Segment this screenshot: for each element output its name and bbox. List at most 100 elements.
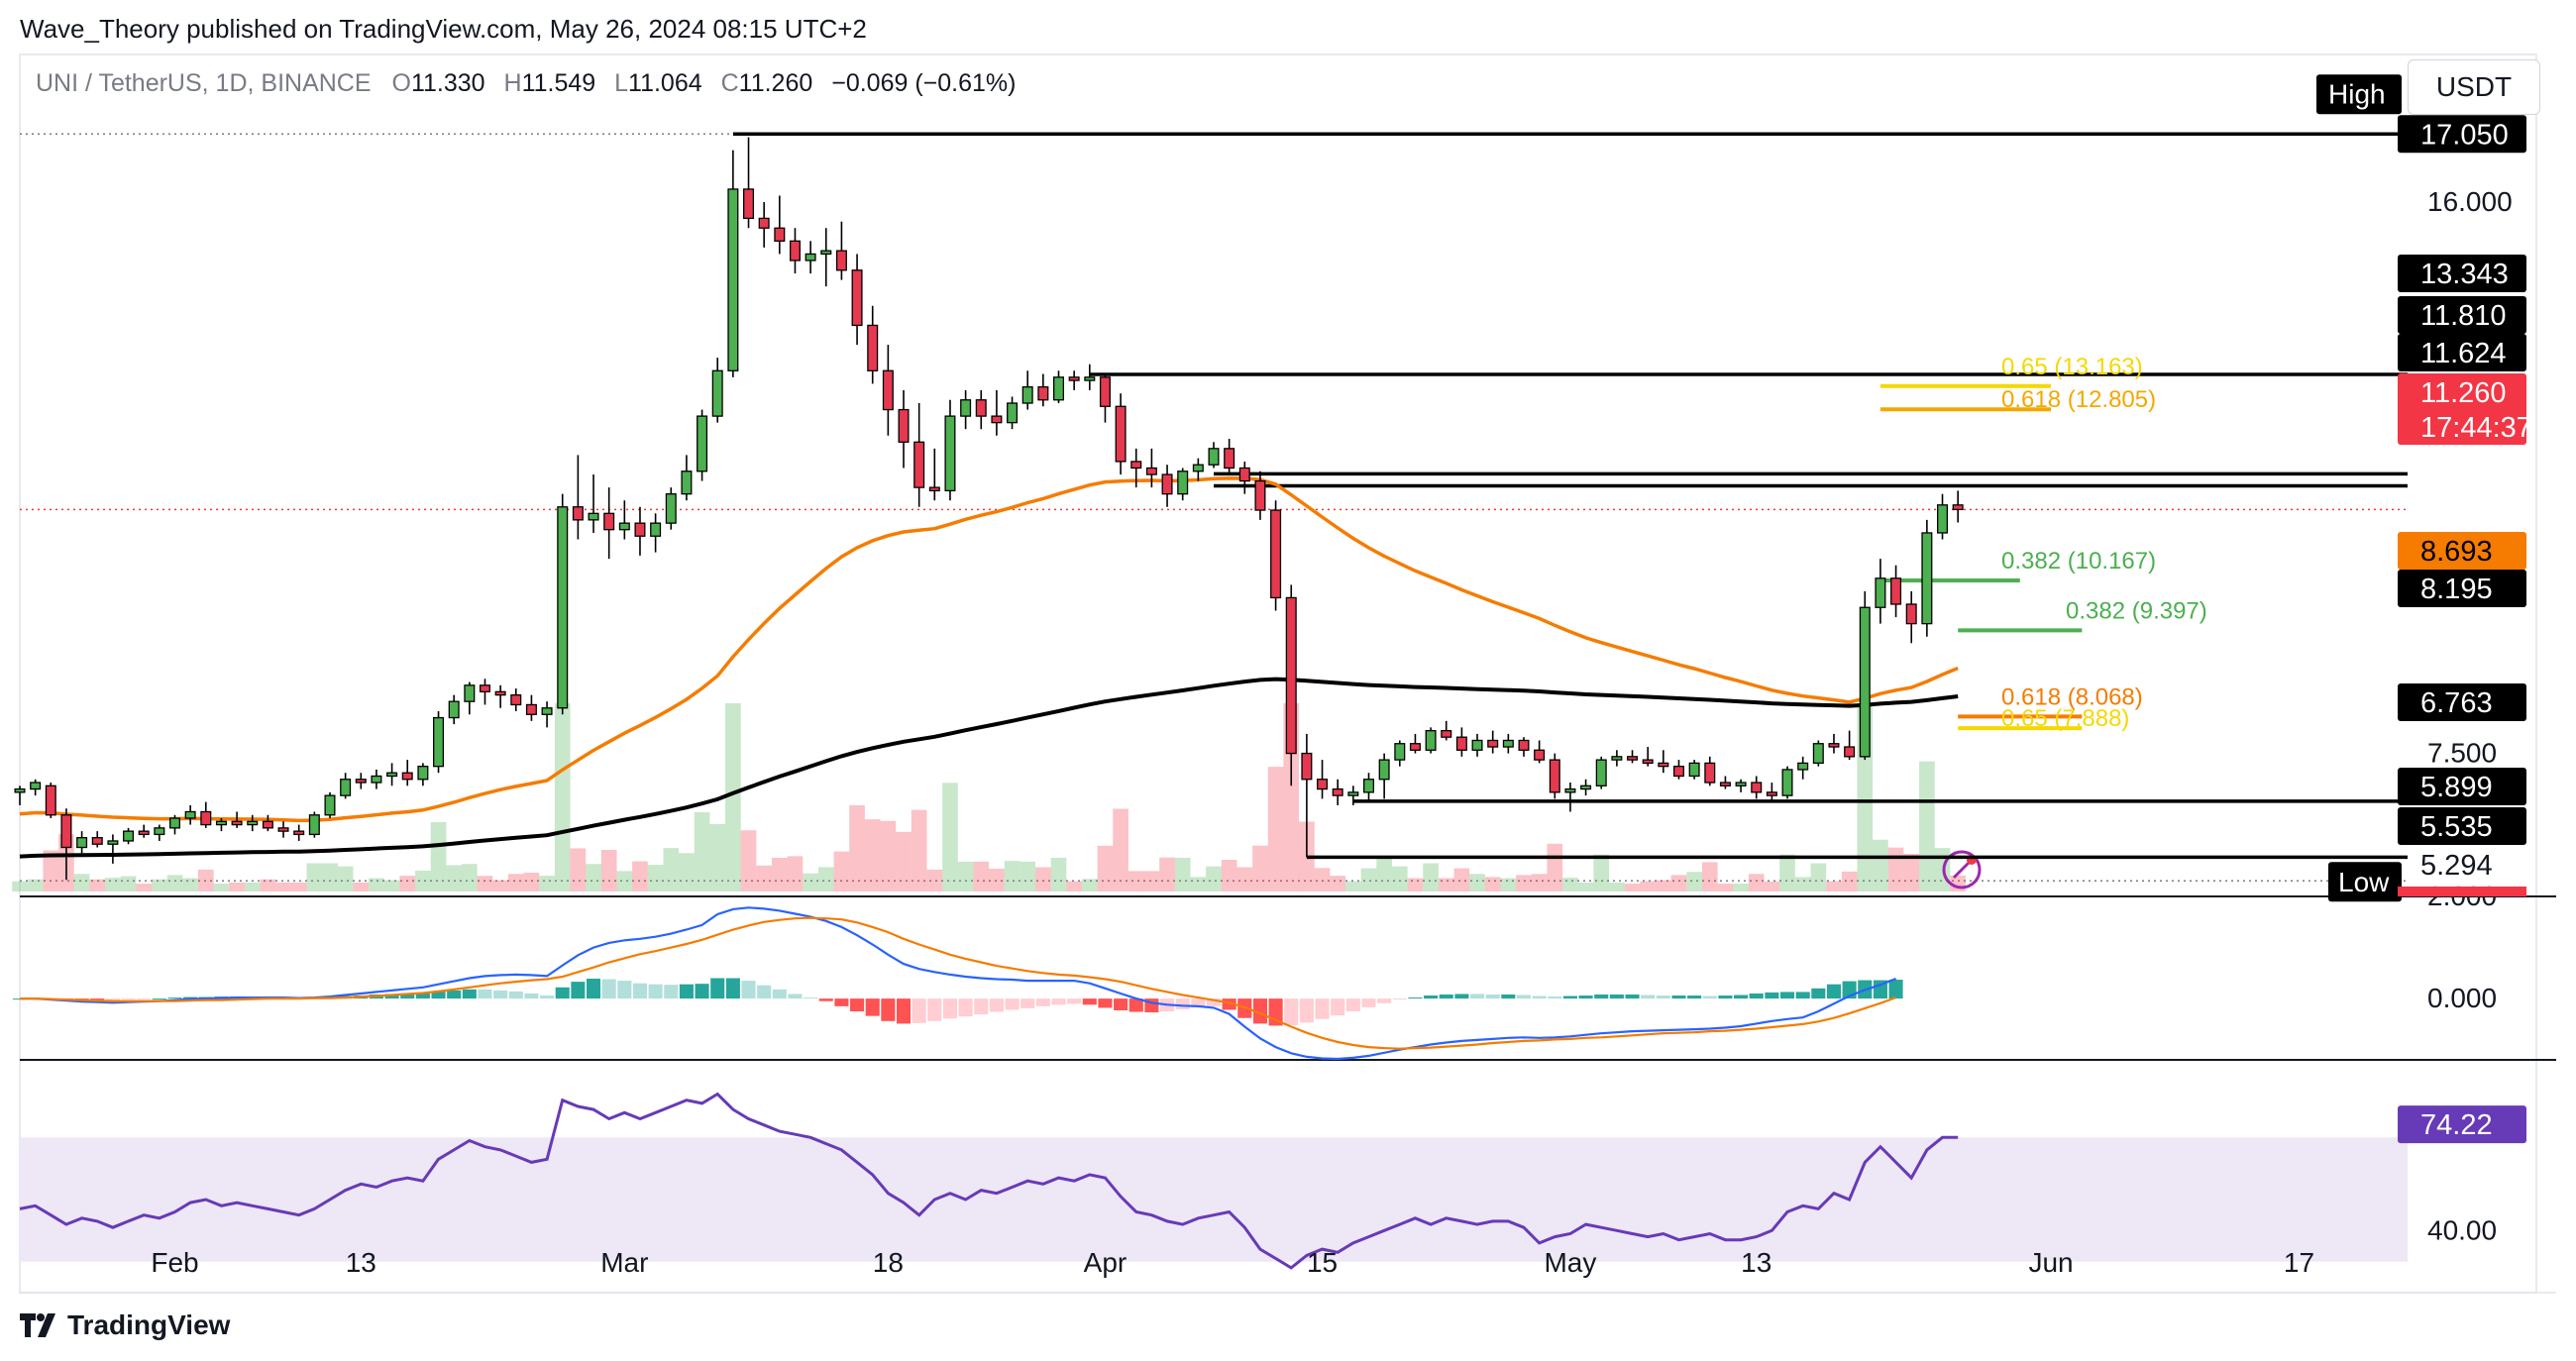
candle[interactable] [355, 773, 367, 789]
candle[interactable] [1332, 779, 1343, 805]
candle[interactable] [525, 694, 537, 721]
candle[interactable] [1921, 519, 1933, 637]
candle[interactable] [944, 399, 956, 501]
candle[interactable] [743, 137, 755, 229]
candle[interactable] [1471, 733, 1483, 757]
candle[interactable] [665, 487, 677, 530]
candle[interactable] [200, 801, 212, 828]
candle[interactable] [386, 763, 398, 786]
candle[interactable] [541, 701, 553, 728]
candle[interactable] [1441, 720, 1452, 741]
candle[interactable] [928, 448, 940, 501]
candle[interactable] [634, 506, 646, 556]
candle[interactable] [1518, 737, 1530, 757]
candle[interactable] [1115, 393, 1127, 475]
time-axis[interactable]: Feb 13 Mar 18 Apr 15 May 13 Jun 17 [151, 1247, 2314, 1278]
price-label-box[interactable] [2398, 334, 2526, 371]
candle[interactable] [107, 834, 119, 864]
footer-logo[interactable]: TradingView [20, 1309, 230, 1341]
candlestick-series[interactable] [14, 137, 1964, 881]
candle[interactable] [835, 221, 847, 280]
candle[interactable] [1084, 364, 1096, 390]
price-label-box[interactable] [2398, 1105, 2526, 1144]
candle[interactable] [1021, 370, 1033, 410]
candle[interactable] [510, 688, 522, 712]
candle[interactable] [572, 455, 584, 540]
candle[interactable] [401, 760, 413, 786]
candle[interactable] [1766, 783, 1777, 802]
candle[interactable] [184, 804, 196, 825]
candle[interactable] [14, 785, 26, 805]
candle[interactable] [1317, 760, 1329, 799]
candle[interactable] [1378, 753, 1390, 799]
candle[interactable] [975, 389, 987, 430]
candle[interactable] [882, 345, 894, 436]
candle[interactable] [697, 409, 708, 481]
candle[interactable] [1053, 370, 1065, 404]
candle[interactable] [1580, 779, 1592, 796]
candle[interactable] [494, 684, 506, 708]
candle[interactable] [1781, 766, 1793, 799]
candle[interactable] [1797, 756, 1809, 780]
candle[interactable] [1362, 773, 1374, 802]
fibonacci-levels[interactable]: 0.65 (13.163) 0.618 (12.805) 0.382 (10.167… [1879, 354, 2207, 732]
candle[interactable] [1688, 760, 1700, 780]
candle[interactable] [1751, 776, 1763, 799]
candle[interactable] [479, 679, 490, 705]
candle[interactable] [324, 791, 336, 819]
candle[interactable] [464, 681, 476, 715]
candle[interactable] [1192, 458, 1204, 481]
candle[interactable] [1254, 471, 1266, 520]
candle[interactable] [1890, 565, 1902, 618]
horizontal-levels[interactable] [732, 132, 2408, 860]
candle[interactable] [1875, 559, 1886, 624]
candle[interactable] [991, 389, 1003, 436]
candle[interactable] [1905, 590, 1917, 644]
candle[interactable] [277, 821, 289, 838]
candle[interactable] [1208, 442, 1220, 469]
price-label-box[interactable] [2398, 373, 2526, 445]
candle[interactable] [1611, 750, 1623, 767]
candle[interactable] [603, 487, 615, 560]
price-label-box[interactable] [2398, 683, 2526, 721]
candle[interactable] [417, 763, 429, 786]
candle[interactable] [293, 824, 305, 841]
candle[interactable] [1007, 396, 1019, 430]
candle[interactable] [1409, 733, 1421, 754]
candle[interactable] [1735, 779, 1747, 792]
candle[interactable] [758, 202, 770, 248]
candle[interactable] [1534, 740, 1546, 764]
candle[interactable] [231, 811, 243, 828]
candle[interactable] [1394, 740, 1406, 767]
candle[interactable] [1347, 785, 1359, 805]
candle[interactable] [1068, 370, 1080, 390]
candle[interactable] [1704, 756, 1716, 786]
candle[interactable] [898, 389, 910, 469]
candle[interactable] [1627, 750, 1639, 764]
price-label-box[interactable] [2398, 570, 2526, 607]
candle[interactable] [448, 694, 460, 725]
candle[interactable] [1642, 747, 1654, 767]
candle[interactable] [805, 241, 816, 274]
candle[interactable] [1859, 590, 1871, 761]
candle[interactable] [138, 824, 150, 838]
candle[interactable] [1425, 727, 1437, 754]
candle[interactable] [168, 814, 180, 835]
candle[interactable] [1937, 493, 1949, 540]
candle[interactable] [247, 814, 259, 832]
candle[interactable] [340, 773, 352, 799]
candle[interactable] [1224, 439, 1235, 475]
price-label-box[interactable] [2398, 255, 2526, 292]
candle[interactable] [1952, 490, 1964, 523]
candle[interactable] [1658, 750, 1669, 774]
price-scale[interactable]: 16.00010.0007.5006.5002.0000.00040.0017.… [2316, 74, 2532, 1245]
candle[interactable] [820, 228, 832, 287]
candle[interactable] [1285, 584, 1297, 786]
candle[interactable] [308, 811, 320, 838]
candle[interactable] [789, 228, 801, 274]
candle[interactable] [154, 824, 165, 841]
candle[interactable] [1672, 760, 1684, 780]
candle[interactable] [1812, 740, 1824, 767]
candle[interactable] [1828, 733, 1840, 754]
